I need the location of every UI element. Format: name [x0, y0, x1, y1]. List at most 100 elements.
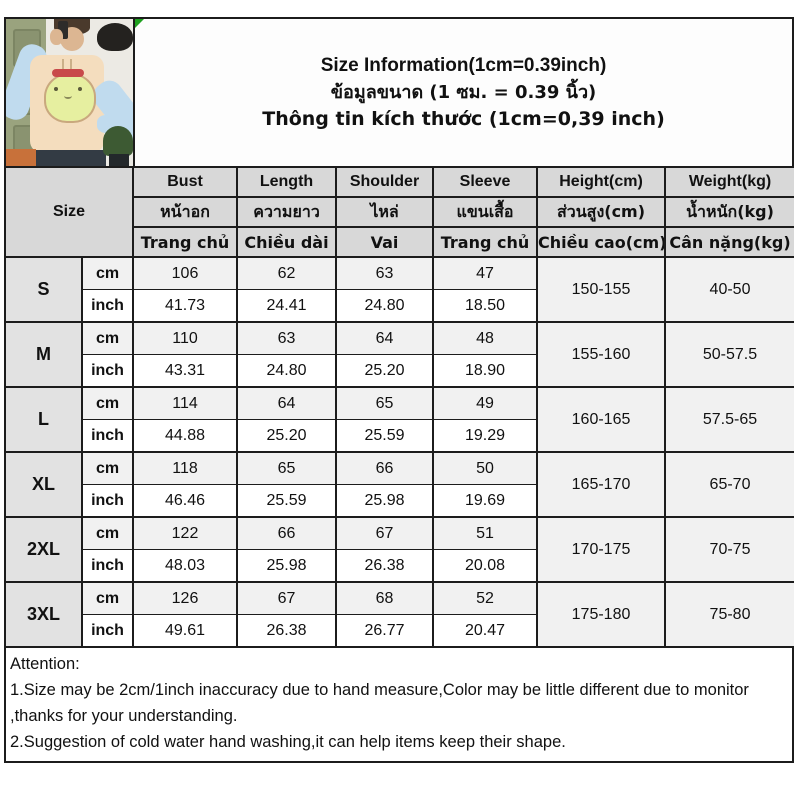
size-header-cell: Size [4, 167, 135, 258]
measurement-cm-cell: 122 [132, 516, 239, 550]
photo-phone [58, 21, 68, 39]
height-range-cell: 150-155 [536, 256, 667, 323]
column-header-en: Bust [132, 167, 239, 198]
measurement-inch-cell: 25.98 [236, 549, 338, 583]
measurement-inch-cell: 25.59 [335, 419, 435, 453]
measurement-inch-cell: 48.03 [132, 549, 239, 583]
measurement-inch-cell: 44.88 [132, 419, 239, 453]
measurement-cm-cell: 68 [335, 581, 435, 615]
unit-inch-cell: inch [80, 354, 135, 388]
measurement-inch-cell: 19.69 [432, 484, 539, 518]
measurement-cm-cell: 118 [132, 451, 239, 485]
unit-cm-cell: cm [80, 581, 135, 615]
photo-frog-mouth [64, 93, 72, 99]
size-label-cell: 3XL [5, 581, 83, 647]
table-row: inch 41.73 24.41 24.80 18.50 [6, 289, 794, 323]
table-row: inch 43.31 24.80 25.20 18.90 [6, 354, 794, 388]
header-row: Size Information(1cm=0.39inch) ข้อมูลขนา… [6, 19, 792, 168]
measurement-inch-cell: 24.80 [236, 354, 338, 388]
measurement-inch-cell: 49.61 [132, 614, 239, 647]
title-thai: ข้อมูลขนาด (1 ซม. = 0.39 นิ้ว) [330, 82, 597, 103]
title-block: Size Information(1cm=0.39inch) ข้อมูลขนา… [135, 19, 792, 166]
table-row: 3XL cm 126 67 68 52 175-180 75-80 [5, 581, 796, 647]
photo-hood-string [70, 59, 72, 75]
measurement-cm-cell: 114 [132, 386, 239, 420]
photo-frog-eye [54, 87, 58, 91]
photo-orange-table [6, 149, 36, 166]
height-range-cell: 170-175 [536, 516, 667, 583]
attention-heading: Attention: [10, 655, 80, 673]
measurement-inch-cell: 18.90 [432, 354, 539, 388]
photo-hat [97, 23, 133, 51]
measurement-inch-cell: 19.29 [432, 419, 539, 453]
column-header-en: Weight(kg) [664, 167, 796, 198]
measurement-cm-cell: 67 [236, 581, 338, 615]
weight-range-cell: 70-75 [664, 516, 796, 583]
column-header-th: ความยาว [236, 196, 338, 228]
column-header-en: Sleeve [432, 167, 539, 198]
column-header-vi: Chiều cao(cm) [536, 226, 667, 258]
size-label-cell: XL [5, 451, 83, 518]
measurement-inch-cell: 20.47 [432, 614, 539, 647]
measurement-inch-cell: 25.20 [236, 419, 338, 453]
measurement-cm-cell: 110 [132, 321, 239, 355]
column-header-th: น้ำหนัก(kg) [664, 196, 796, 228]
measurement-cm-cell: 47 [432, 256, 539, 290]
unit-cm-cell: cm [80, 516, 135, 550]
unit-cm-cell: cm [80, 451, 135, 485]
measurement-cm-cell: 49 [432, 386, 539, 420]
weight-range-cell: 57.5-65 [664, 386, 796, 453]
weight-range-cell: 65-70 [664, 451, 796, 518]
unit-cm-cell: cm [80, 321, 135, 355]
measurement-inch-cell: 24.80 [335, 289, 435, 323]
photo-hood-string [62, 59, 64, 75]
column-header-vi: Vai [335, 226, 435, 258]
measurement-inch-cell: 26.77 [335, 614, 435, 647]
unit-inch-cell: inch [80, 614, 135, 647]
cell-corner-marker-icon [135, 19, 144, 28]
title-vietnamese: Thông tin kích thước (1cm=0,39 inch) [262, 108, 665, 130]
size-label-cell: L [5, 386, 83, 453]
size-label-cell: S [5, 256, 83, 323]
column-header-vi: Trang chủ [132, 226, 239, 258]
photo-jeans [28, 150, 106, 166]
measurement-cm-cell: 126 [132, 581, 239, 615]
measurement-cm-cell: 66 [236, 516, 338, 550]
table-row: XL cm 118 65 66 50 165-170 65-70 [5, 451, 796, 518]
column-header-vi: Trang chủ [432, 226, 539, 258]
measurement-inch-cell: 18.50 [432, 289, 539, 323]
measurement-cm-cell: 50 [432, 451, 539, 485]
photo-frog-eye [78, 87, 82, 91]
column-header-th: แขนเสื้อ [432, 196, 539, 228]
measurement-cm-cell: 67 [335, 516, 435, 550]
measurement-inch-cell: 43.31 [132, 354, 239, 388]
column-header-vi: Cân nặng(kg) [664, 226, 796, 258]
measurement-cm-cell: 64 [335, 321, 435, 355]
measurement-cm-cell: 48 [432, 321, 539, 355]
table-row: inch 48.03 25.98 26.38 20.08 [6, 549, 794, 583]
unit-cm-cell: cm [80, 256, 135, 290]
column-header-th: หน้าอก [132, 196, 239, 228]
measurement-inch-cell: 46.46 [132, 484, 239, 518]
measurement-inch-cell: 26.38 [335, 549, 435, 583]
column-header-en: Height(cm) [536, 167, 667, 198]
table-row: 2XL cm 122 66 67 51 170-175 70-75 [5, 516, 796, 583]
photo-strawberry-crown [52, 69, 84, 77]
measurement-inch-cell: 24.41 [236, 289, 338, 323]
title-english: Size Information(1cm=0.39inch) [320, 55, 607, 76]
table-row: inch 44.88 25.20 25.59 19.29 [6, 419, 794, 453]
measurement-cm-cell: 63 [335, 256, 435, 290]
measurement-inch-cell: 20.08 [432, 549, 539, 583]
column-header-vi: Chiều dài [236, 226, 338, 258]
column-header-th: ไหล่ [335, 196, 435, 228]
column-header-en: Length [236, 167, 338, 198]
measurement-inch-cell: 41.73 [132, 289, 239, 323]
height-range-cell: 155-160 [536, 321, 667, 388]
size-label-cell: M [5, 321, 83, 388]
measurement-cm-cell: 65 [236, 451, 338, 485]
measurement-cm-cell: 66 [335, 451, 435, 485]
weight-range-cell: 50-57.5 [664, 321, 796, 388]
attention-block: Attention: 1.Size may be 2cm/1inch inacc… [6, 646, 792, 761]
